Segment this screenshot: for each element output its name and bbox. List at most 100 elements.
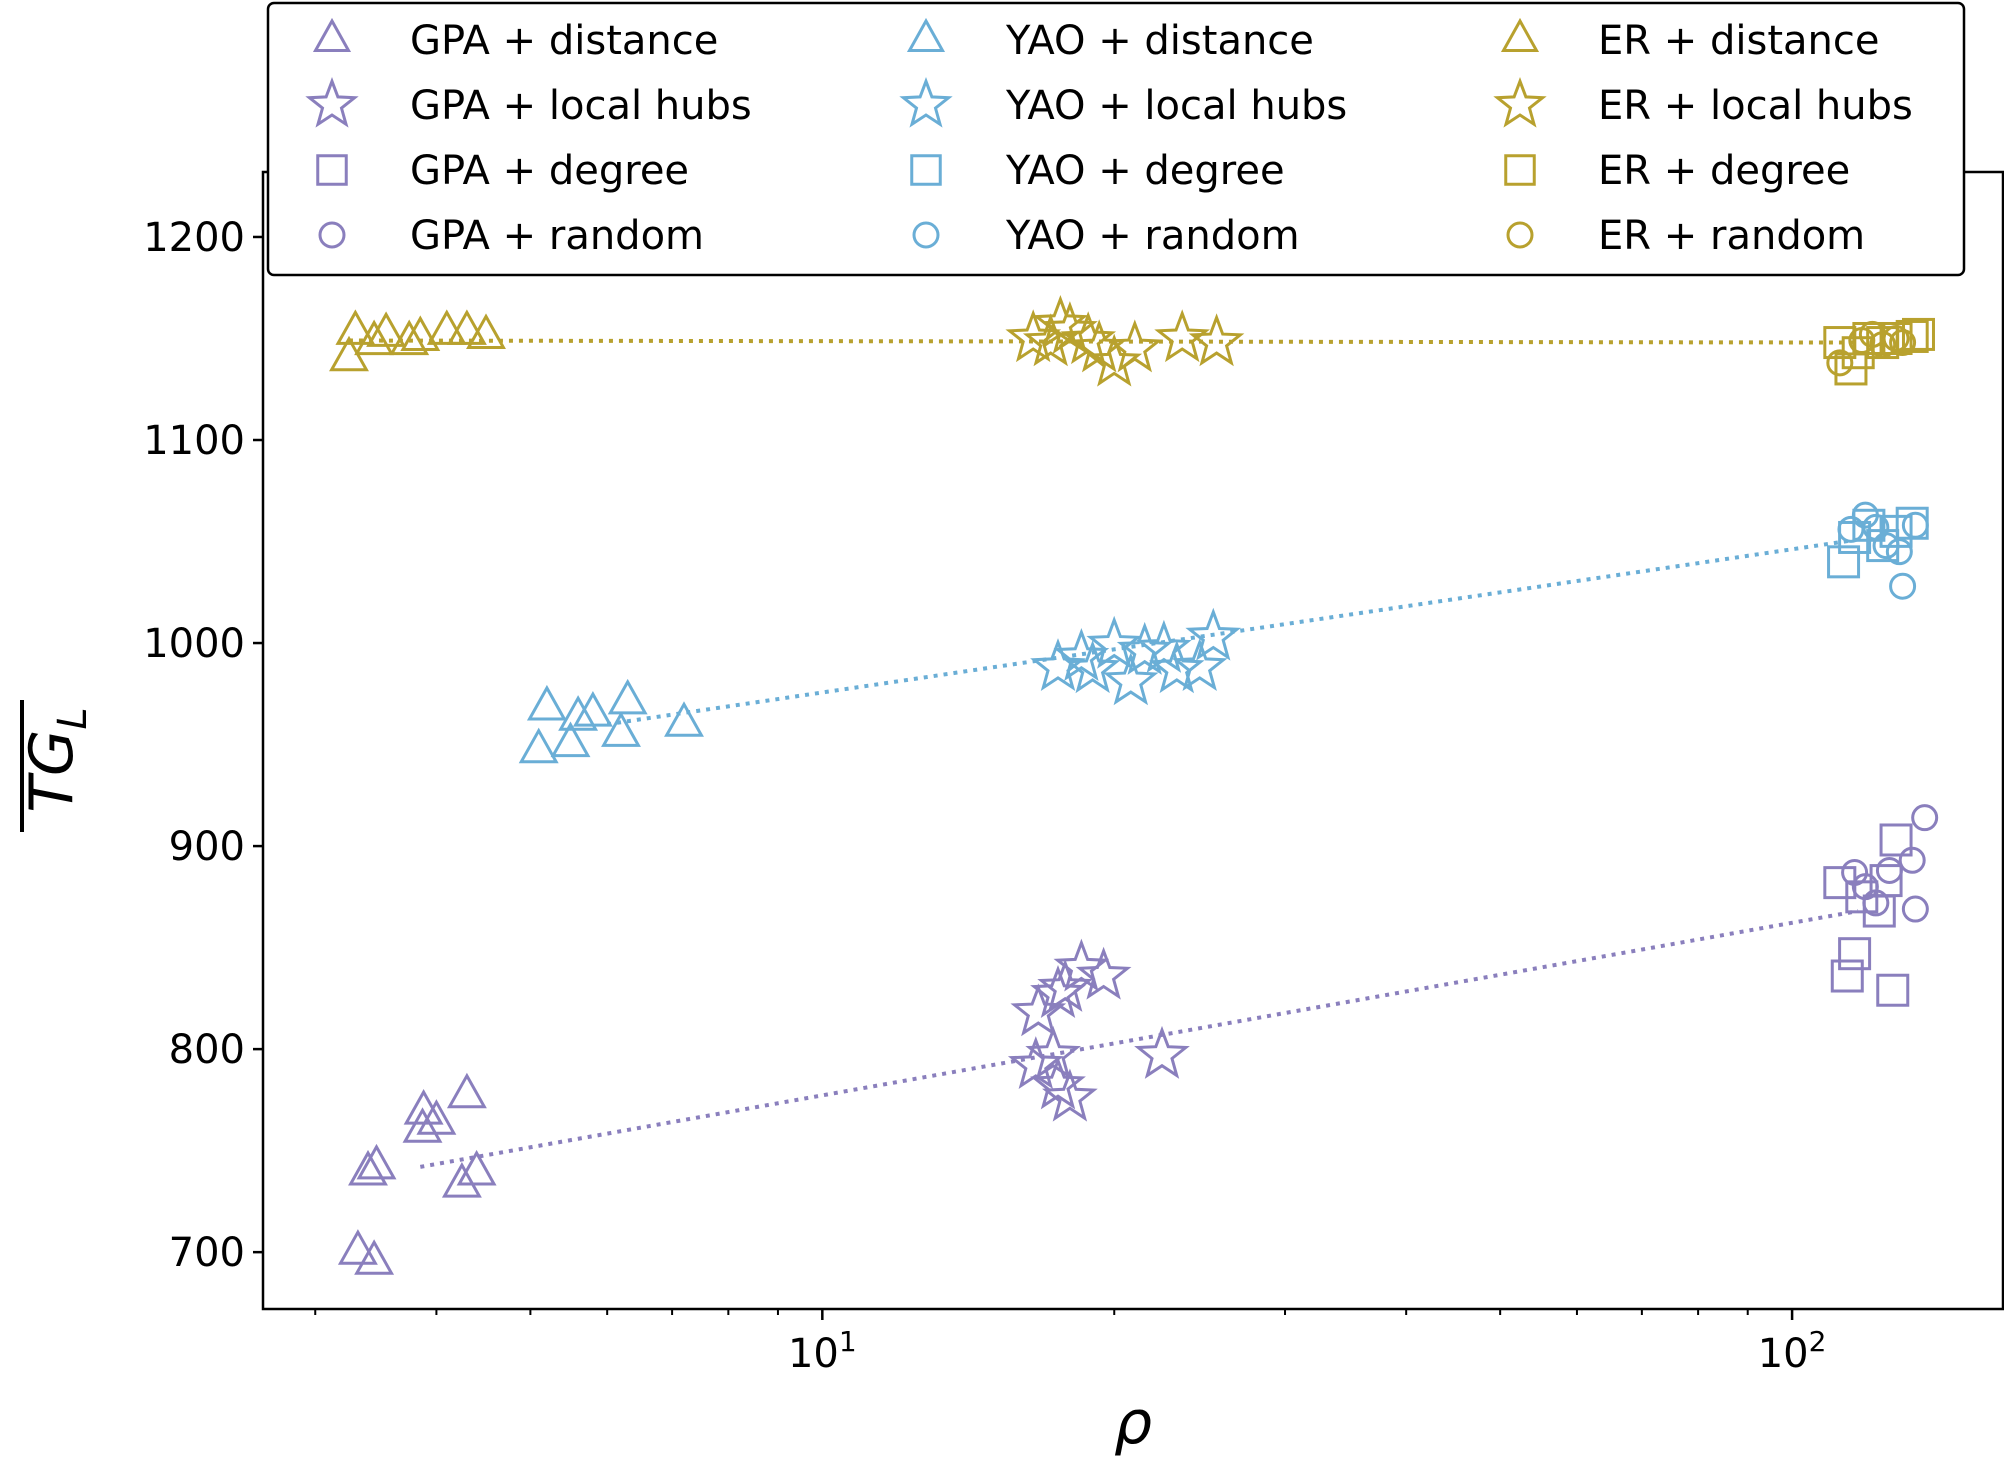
y-tick-label: 1000 [143, 621, 245, 667]
gpa-local-hubs-point [1025, 1025, 1081, 1079]
yao-local-hubs-point [1136, 619, 1192, 673]
yao-distance-point [572, 691, 613, 727]
gpa-random-point [1911, 804, 1939, 832]
er-local-hubs-point [1106, 319, 1163, 373]
gpa-random-point [1901, 895, 1929, 923]
gpa-local-hubs-point [1134, 1025, 1190, 1079]
legend-label: ER + random [1598, 213, 1865, 259]
gpa-random-point [1898, 846, 1926, 874]
legend-marker [910, 154, 942, 186]
legend-marker [1493, 77, 1547, 128]
gpa-distance-point [446, 1072, 487, 1109]
x-tick-label: 102 [1758, 1325, 1827, 1377]
er-degree-point [1901, 317, 1935, 351]
yao-local-hubs-point [1148, 640, 1205, 694]
gpa-distance-point [356, 1143, 397, 1180]
er-local-hubs-point [1154, 309, 1210, 363]
legend-label: ER + degree [1598, 148, 1850, 194]
gpa-distance-point [402, 1107, 443, 1143]
er-random-point [1826, 349, 1854, 377]
legend-label: GPA + local hubs [410, 83, 752, 129]
legend-marker [318, 221, 346, 249]
legend-marker [912, 221, 940, 249]
yao-random-point [1901, 511, 1929, 539]
er-distance-point [354, 319, 395, 356]
yao-distance-point [601, 711, 641, 747]
yao-random-point [1889, 572, 1917, 600]
yao-distance-point [558, 695, 599, 731]
yao-distance-point [518, 727, 559, 764]
x-axis: 101 102 [314, 1309, 1827, 1377]
yao-local-hubs-point [1086, 615, 1143, 669]
legend-label: GPA + random [410, 213, 704, 259]
gpa-distance-point [441, 1162, 482, 1198]
x-tick-label: 101 [788, 1325, 857, 1377]
y-tick-label: 1100 [143, 418, 245, 464]
yao-local-hubs-point [1185, 607, 1242, 661]
yao-distance-point [607, 678, 648, 715]
gpa-random-point [1862, 889, 1890, 917]
y-tick-label: 800 [169, 1027, 245, 1073]
legend-marker [312, 17, 352, 52]
er-random-point [1889, 329, 1917, 357]
legend-marker [305, 77, 359, 128]
plot-content [329, 295, 1939, 1275]
y-tick-label: 700 [169, 1230, 245, 1276]
er-distance-point [389, 319, 430, 356]
gpa-distance-point [456, 1149, 497, 1186]
y-axis-title-text: TGL [17, 707, 96, 812]
gpa-degree-point [1838, 937, 1872, 971]
legend: GPA + distance GPA + local hubs GPA + degr… [266, 1, 1966, 277]
legend-label: ER + distance [1598, 18, 1880, 64]
gpa-fit-line [419, 909, 1859, 1169]
gpa-degree-point [1830, 959, 1864, 993]
yao-local-hubs-point [1171, 638, 1228, 692]
yao-distance-point [550, 721, 591, 758]
legend-label: YAO + distance [1005, 18, 1314, 64]
gpa-distance-point [416, 1099, 457, 1135]
er-random-point [1882, 324, 1910, 352]
yao-local-hubs-point [1102, 652, 1159, 706]
gpa-local-hubs-point [1030, 1056, 1086, 1110]
er-distance-point [366, 311, 407, 347]
er-fit-line [348, 338, 1859, 345]
yao-local-hubs-point [1053, 628, 1110, 681]
gpa-local-hubs-point [1042, 1068, 1098, 1122]
er-random-point [1869, 331, 1897, 359]
gpa-distance-point [348, 1149, 388, 1186]
legend-label: GPA + distance [410, 18, 718, 64]
legend-label: YAO + local hubs [1005, 83, 1347, 129]
er-distance-point [446, 309, 487, 345]
y-axis: 700 800 900 1000 1100 1200 [143, 215, 263, 1276]
y-axis-title: TGL [17, 700, 96, 832]
gpa-distance-point [337, 1229, 378, 1265]
er-local-hubs-point [1086, 333, 1143, 387]
gpa-degree-point [1876, 973, 1910, 1007]
legend-label: GPA + degree [410, 148, 689, 194]
legend-marker [316, 154, 348, 186]
legend-marker [906, 17, 946, 52]
legend-marker [1500, 17, 1540, 52]
legend-marker [1506, 221, 1534, 249]
yao-local-hubs-point [1116, 621, 1173, 675]
er-local-hubs-point [1042, 301, 1098, 355]
gpa-random-point [1875, 856, 1903, 884]
yao-local-hubs-point [1064, 640, 1121, 694]
er-distance-point [426, 309, 467, 345]
yao-random-point [1872, 532, 1900, 560]
er-distance-point [335, 309, 376, 345]
er-distance-point [466, 313, 506, 349]
y-tick-label: 1200 [143, 215, 245, 261]
legend-box [266, 1, 1966, 277]
legend-label: YAO + degree [1005, 148, 1285, 194]
legend-label: YAO + random [1005, 213, 1300, 259]
er-local-hubs-point [1188, 313, 1245, 367]
gpa-local-hubs-point [1075, 946, 1132, 1000]
legend-marker [899, 77, 953, 128]
gpa-distance-point [403, 1089, 444, 1125]
yao-distance-point [664, 701, 704, 737]
yao-degree-point [1827, 545, 1861, 579]
gpa-local-hubs-point [1007, 1036, 1064, 1090]
legend-label: ER + local hubs [1598, 83, 1913, 129]
